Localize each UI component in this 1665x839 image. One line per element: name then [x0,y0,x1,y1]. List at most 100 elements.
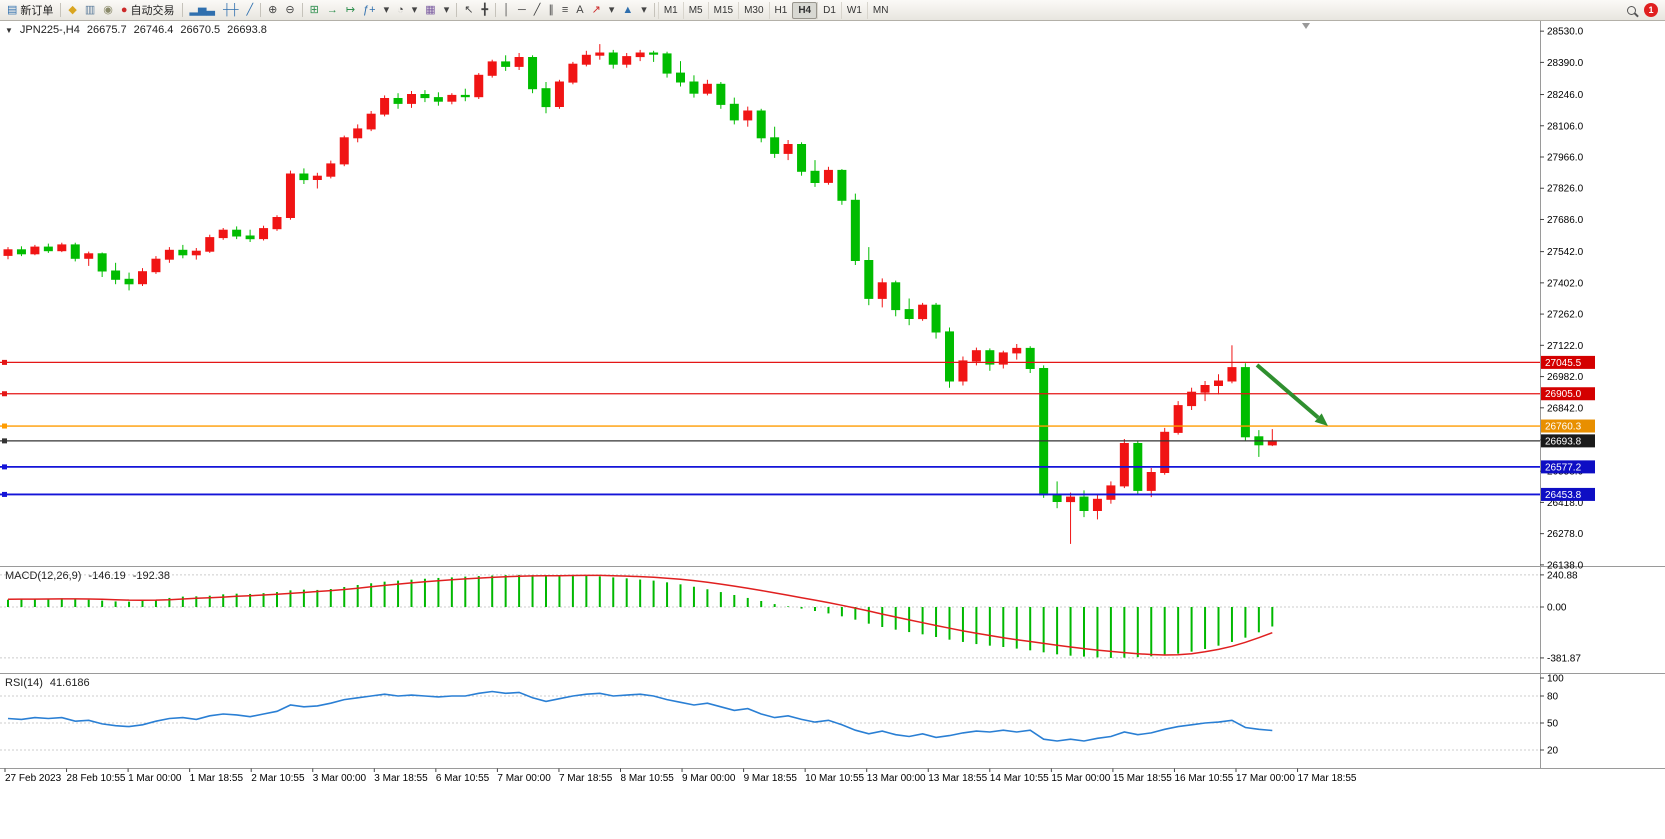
annotations-layer[interactable] [1255,363,1328,426]
periods-dropdown[interactable]: ▾ [408,2,422,19]
zoom-in-button[interactable]: ⊕ [264,2,281,19]
candle-body [460,94,470,98]
timeframe-mn-button[interactable]: MN [866,1,894,19]
shapes-button[interactable]: ▲ [618,2,637,19]
templates-dropdown[interactable]: ▾ [440,2,454,19]
chart-shift-button[interactable]: ↦ [342,2,359,19]
candle-body [568,63,578,83]
vertical-line-icon: │ [503,3,510,16]
text-label-icon: A [576,3,584,16]
charts-profile-button[interactable]: ◆ [64,2,80,19]
candle-body [191,250,201,256]
cursor-icon: ↖ [464,3,474,16]
candle-body [931,304,941,333]
trendline-icon: ╱ [533,3,541,16]
candle-body [676,72,685,83]
candle-body [1039,368,1049,496]
macd-name: MACD(12,26,9) [5,570,82,582]
candle-body [837,169,847,201]
price-tag [1541,387,1595,401]
one-click-trading-toggle[interactable]: ▼ [5,26,13,35]
toolbar-button-label: 自动交易 [130,5,175,17]
print-button[interactable]: ▥ [81,2,99,19]
time-axis-label: 27 Feb 2023 [5,773,62,784]
bar-chart-button[interactable]: ▂▅▃ [186,2,219,19]
vertical-line-button[interactable]: │ [499,2,514,19]
text-label-button[interactable]: A [572,2,587,19]
shapes-dropdown[interactable]: ▾ [637,2,651,19]
search-icon [1627,5,1636,15]
timeframe-m5-button[interactable]: M5 [682,1,708,19]
candle-body [797,144,807,172]
arrows-icon: ▾ [608,3,615,16]
candle-body [339,137,349,165]
notifications-badge[interactable]: 1 [1644,3,1658,17]
timeframe-m15-button[interactable]: M15 [707,1,738,19]
search-button[interactable] [1623,2,1640,19]
candle-body [57,244,67,252]
time-axis-label: 2 Mar 10:55 [251,773,305,784]
macd-axis[interactable]: 240.88 0.00 -381.87 [0,570,1581,664]
new-order-button[interactable]: ▤ 新订单 [3,2,57,19]
indicators-dropdown[interactable]: ▾ [380,2,394,19]
candle-body [810,170,820,184]
timeframe-h4-button[interactable]: H4 [792,1,818,19]
price-tag-label: 26453.8 [1545,490,1582,501]
alerts-icon: ◉ [103,3,113,16]
candles-layer [3,44,1277,544]
timeframe-h1-button[interactable]: H1 [768,1,793,19]
candle-body [3,249,13,256]
crosshair-button[interactable]: ╋ [477,2,492,19]
channel-button[interactable]: ∥ [544,2,558,19]
timeframe-m30-button[interactable]: M30 [738,1,768,19]
timeframe-w1-button[interactable]: W1 [840,1,867,19]
candle-body [138,271,147,285]
templates-button[interactable]: ▦ [421,2,439,19]
tile-windows-button[interactable]: ⊞ [306,2,323,19]
time-axis[interactable]: 27 Feb 2023 28 Feb 10:55 1 Mar 00:00 1 Mar … [4,768,1357,785]
trendline-button[interactable]: ╱ [530,2,545,19]
zoom-out-button[interactable]: ⊖ [281,2,298,19]
time-axis-label: 16 Mar 10:55 [1174,773,1233,784]
candle-body [43,246,53,252]
timeframe-d1-button[interactable]: D1 [817,1,841,19]
price-tag-label: 26577.2 [1545,462,1582,473]
trend-arrow[interactable] [1255,363,1320,420]
candlestick-chart-button[interactable]: ┼┼ [219,2,243,19]
levels-layer [0,359,1540,497]
line-chart-button[interactable]: ╱ [243,2,258,19]
price-axis-label: 26842.0 [1547,403,1584,414]
candle-body [232,229,242,237]
price-axis-label: 28106.0 [1547,121,1584,132]
candle-body [581,54,591,65]
price-tag [1541,419,1595,433]
horizontal-line-button[interactable]: ─ [514,2,530,19]
arrows-dropdown[interactable]: ▾ [605,2,619,19]
candle-body [945,331,954,382]
candle-body [84,253,94,259]
time-axis-label: 1 Mar 00:00 [128,773,182,784]
line-anchor [2,423,7,429]
macd-indicator-label: MACD(12,26,9) -146.19 -192.38 [5,570,170,582]
timeframe-m1-button[interactable]: M1 [657,1,683,19]
toolbar-separator [260,3,262,17]
alerts-button[interactable]: ◉ [99,2,117,19]
fibonacci-icon: ≡ [561,3,569,16]
chart-header: ▼ JPN225-,H4 26675.7 26746.4 26670.5 266… [5,24,267,36]
autotrading-button[interactable]: ● 自动交易 [117,2,179,19]
crosshair-icon: ╋ [481,3,489,16]
candle-body [1146,472,1156,491]
candle-body [1200,385,1210,393]
indicators-button[interactable]: ƒ+ [359,2,380,19]
fibonacci-button[interactable]: ≡ [558,2,572,19]
close-value: 26693.8 [227,24,267,36]
candle-body [635,52,645,58]
periods-button[interactable]: ◔ [393,2,408,19]
arrows-button[interactable]: ↗ [588,2,605,19]
cursor-button[interactable]: ↖ [460,2,477,19]
candle-body [891,282,901,311]
auto-scroll-button[interactable]: → [323,2,342,19]
trend-arrow-head[interactable] [1314,413,1328,426]
candle-body [218,229,228,239]
